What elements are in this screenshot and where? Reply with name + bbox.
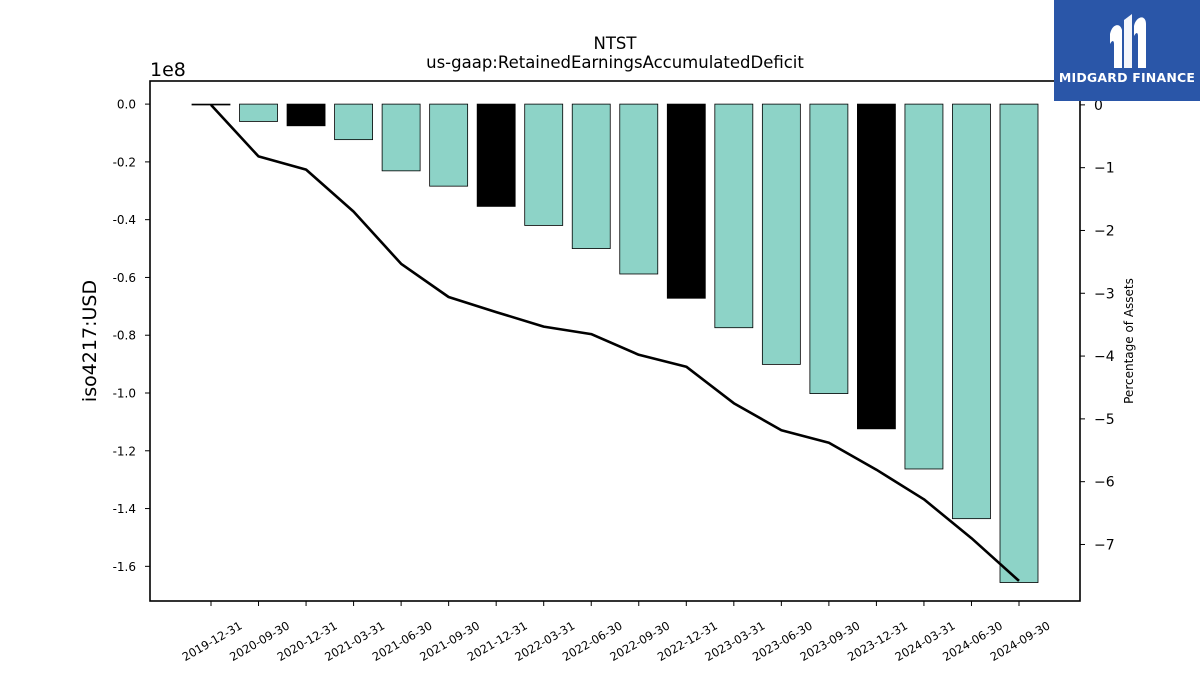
y2-tick-label: −4 [1094,349,1115,365]
bar [286,103,326,127]
bar [524,103,564,226]
bar [857,103,896,430]
brand-logo: MIDGARD FINANCE [1054,0,1200,101]
bar [666,103,706,299]
bar [952,103,991,520]
y-tick-label: -1.0 [113,387,136,401]
bar [191,103,231,106]
bar [239,103,278,122]
bar [429,103,469,187]
bar [619,103,659,275]
plot-area: 0.0 -0.2 -0.4 -0.6 -0.8 -1.0 -1.2 -1.4 -1.6 0 −1 −2… [113,80,1115,664]
y-tick-label: 0.0 [117,98,136,112]
plot-frame [149,80,1081,602]
y2-tick-label: −2 [1094,223,1115,239]
chart-subtitle: us-gaap:RetainedEarningsAccumulatedDefic… [426,53,804,72]
bar [571,103,611,249]
bar [904,103,944,470]
bar [809,103,849,394]
midgard-logo-icon [1110,14,1146,68]
y2-axis-label: Percentage of Assets [1122,278,1136,404]
y-tick-label: -0.8 [113,329,136,343]
y-tick-label: -0.6 [113,271,136,285]
chart-title: NTST [594,34,638,53]
y-tick-label: -1.6 [113,560,136,574]
series-line [210,104,1020,582]
bar [761,103,801,365]
y-offset-label: 1e8 [150,59,186,81]
y2-tick-label: −3 [1094,286,1115,302]
y-axis-label: iso4217:USD [79,280,101,402]
bar [381,103,421,172]
y2-tick-label: −5 [1094,412,1115,428]
y-tick-label: -0.2 [113,155,136,169]
bar [714,103,754,329]
y-tick-label: -0.4 [113,213,136,227]
y-tick-label: -1.2 [113,444,136,458]
y2-tick-label: −6 [1094,475,1115,491]
y-tick-label: -1.4 [113,502,136,516]
bar [334,103,373,141]
brand-name: MIDGARD FINANCE [1058,70,1196,85]
bar [476,103,516,207]
y2-tick-label: −7 [1094,537,1115,553]
bar [999,103,1039,583]
y2-tick-label: −1 [1094,161,1115,177]
y2-tick-label: 0 [1094,98,1103,114]
